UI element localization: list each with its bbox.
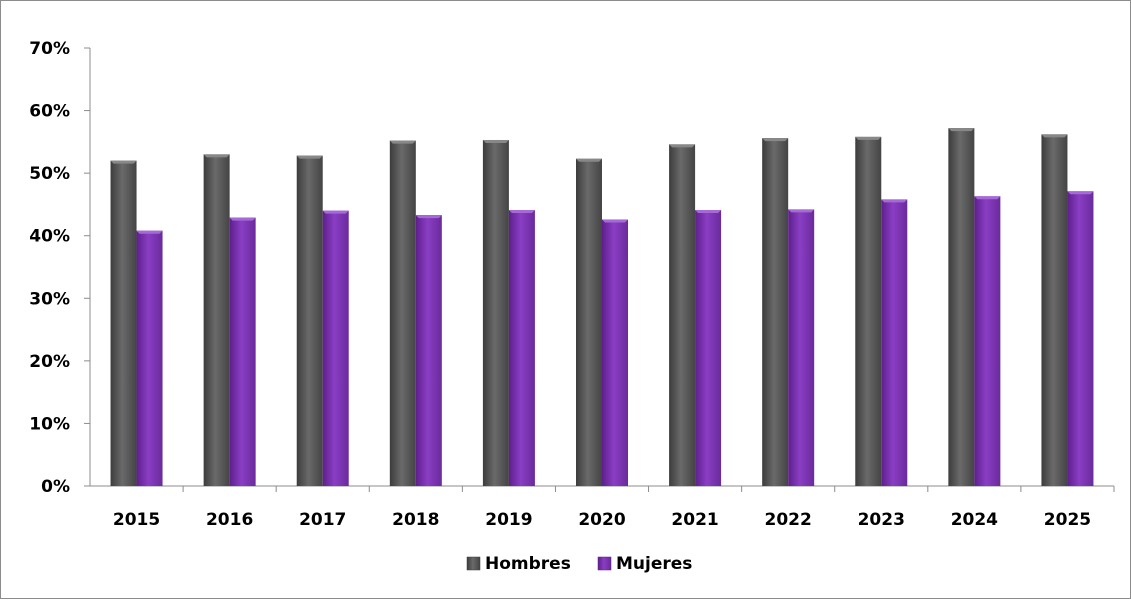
y-tick-labels: 0% 10% 20% 30% 40% 50% 60% 70% (29, 39, 70, 497)
bar-hombres-2015 (110, 160, 137, 486)
bar-mujeres-2019 (508, 210, 535, 486)
legend: Hombres Mujeres (466, 554, 692, 574)
bar-cap (974, 196, 1001, 200)
bar-cap (508, 210, 535, 214)
bars (110, 128, 1094, 487)
bar-cap (948, 128, 975, 132)
bar-hombres-2016 (203, 154, 230, 486)
bar-body (762, 138, 789, 487)
bar-body (669, 144, 696, 487)
bar-mujeres-2015 (136, 230, 163, 486)
bar-cap (415, 215, 442, 219)
bar-cap (296, 155, 323, 159)
bar-body (229, 217, 256, 486)
bar-cap (1041, 134, 1068, 138)
bar-mujeres-2022 (788, 209, 815, 487)
bar-cap (389, 140, 416, 144)
y-tick-label: 60% (29, 102, 70, 122)
bar-hombres-2021 (669, 144, 696, 487)
bar-body (482, 139, 509, 487)
bar-body (602, 219, 628, 486)
legend-item-mujeres: Mujeres (597, 554, 692, 574)
bar-hombres-2023 (855, 136, 882, 486)
bar-body (322, 210, 349, 486)
bar-cap (762, 138, 789, 142)
x-tick-label: 2020 (578, 510, 625, 530)
y-tick-label: 20% (29, 352, 70, 372)
bar-hombres-2020 (576, 158, 602, 486)
x-tick-label: 2025 (1044, 510, 1091, 530)
x-tick-label: 2022 (765, 510, 812, 530)
bar-body (695, 210, 722, 486)
bar-body (855, 136, 882, 486)
legend-swatch (466, 556, 481, 571)
bar-body (389, 140, 416, 486)
bar-body (881, 199, 908, 486)
bar-body (136, 230, 163, 486)
bar-mujeres-2018 (415, 215, 442, 486)
bar-mujeres-2020 (602, 219, 628, 486)
y-tick-label: 70% (29, 39, 70, 59)
bar-mujeres-2016 (229, 217, 256, 486)
x-tick-label: 2018 (392, 510, 439, 530)
bar-cap (322, 210, 349, 214)
bar-cap (855, 136, 882, 140)
bar-body (110, 160, 137, 486)
legend-swatch (597, 556, 612, 571)
x-tick-label: 2016 (206, 510, 253, 530)
bar-hombres-2019 (482, 139, 509, 487)
bar-body (1067, 191, 1094, 486)
bar-hombres-2018 (389, 140, 416, 486)
x-tick-label: 2017 (299, 510, 346, 530)
bar-cap (669, 144, 696, 148)
x-tick-label: 2024 (951, 510, 998, 530)
bar-mujeres-2023 (881, 199, 908, 486)
bar-body (788, 209, 815, 487)
y-tick-label: 30% (29, 289, 70, 309)
bar-cap (203, 154, 230, 158)
bar-cap (602, 219, 628, 223)
x-tick-label: 2023 (858, 510, 905, 530)
legend-label: Hombres (485, 554, 571, 574)
bar-hombres-2017 (296, 155, 323, 486)
bar-mujeres-2017 (322, 210, 349, 486)
x-tick-labels: 2015 2016 2017 2018 2019 2020 2021 2022 2023 2024… (113, 510, 1091, 530)
bar-cap (695, 210, 722, 214)
bar-mujeres-2024 (974, 196, 1001, 486)
bar-hombres-2025 (1041, 134, 1068, 486)
bar-body (1041, 134, 1068, 486)
bar-body (296, 155, 323, 486)
bar-hombres-2024 (948, 128, 975, 486)
bar-cap (482, 139, 509, 143)
bar-cap (576, 158, 602, 162)
bar-body (415, 215, 442, 486)
legend-label: Mujeres (616, 554, 692, 574)
bar-cap (1067, 191, 1094, 195)
bar-body (576, 158, 602, 486)
legend-item-hombres: Hombres (466, 554, 571, 574)
bar-mujeres-2021 (695, 210, 722, 486)
x-tick-label: 2021 (671, 510, 718, 530)
bar-body (948, 128, 975, 486)
bar-cap (110, 160, 137, 164)
bar-cap (229, 217, 256, 221)
x-tick-label: 2019 (485, 510, 532, 530)
bar-body (508, 210, 535, 486)
y-tick-label: 0% (41, 477, 70, 497)
bar-body (203, 154, 230, 486)
bar-hombres-2022 (762, 138, 789, 487)
y-tick-label: 10% (29, 414, 70, 434)
bar-cap (788, 209, 815, 213)
bar-cap (881, 199, 908, 203)
bar-body (974, 196, 1001, 486)
x-tick-label: 2015 (113, 510, 160, 530)
y-tick-label: 50% (29, 164, 70, 184)
bar-cap (136, 230, 163, 234)
bar-mujeres-2025 (1067, 191, 1094, 486)
y-tick-label: 40% (29, 227, 70, 247)
